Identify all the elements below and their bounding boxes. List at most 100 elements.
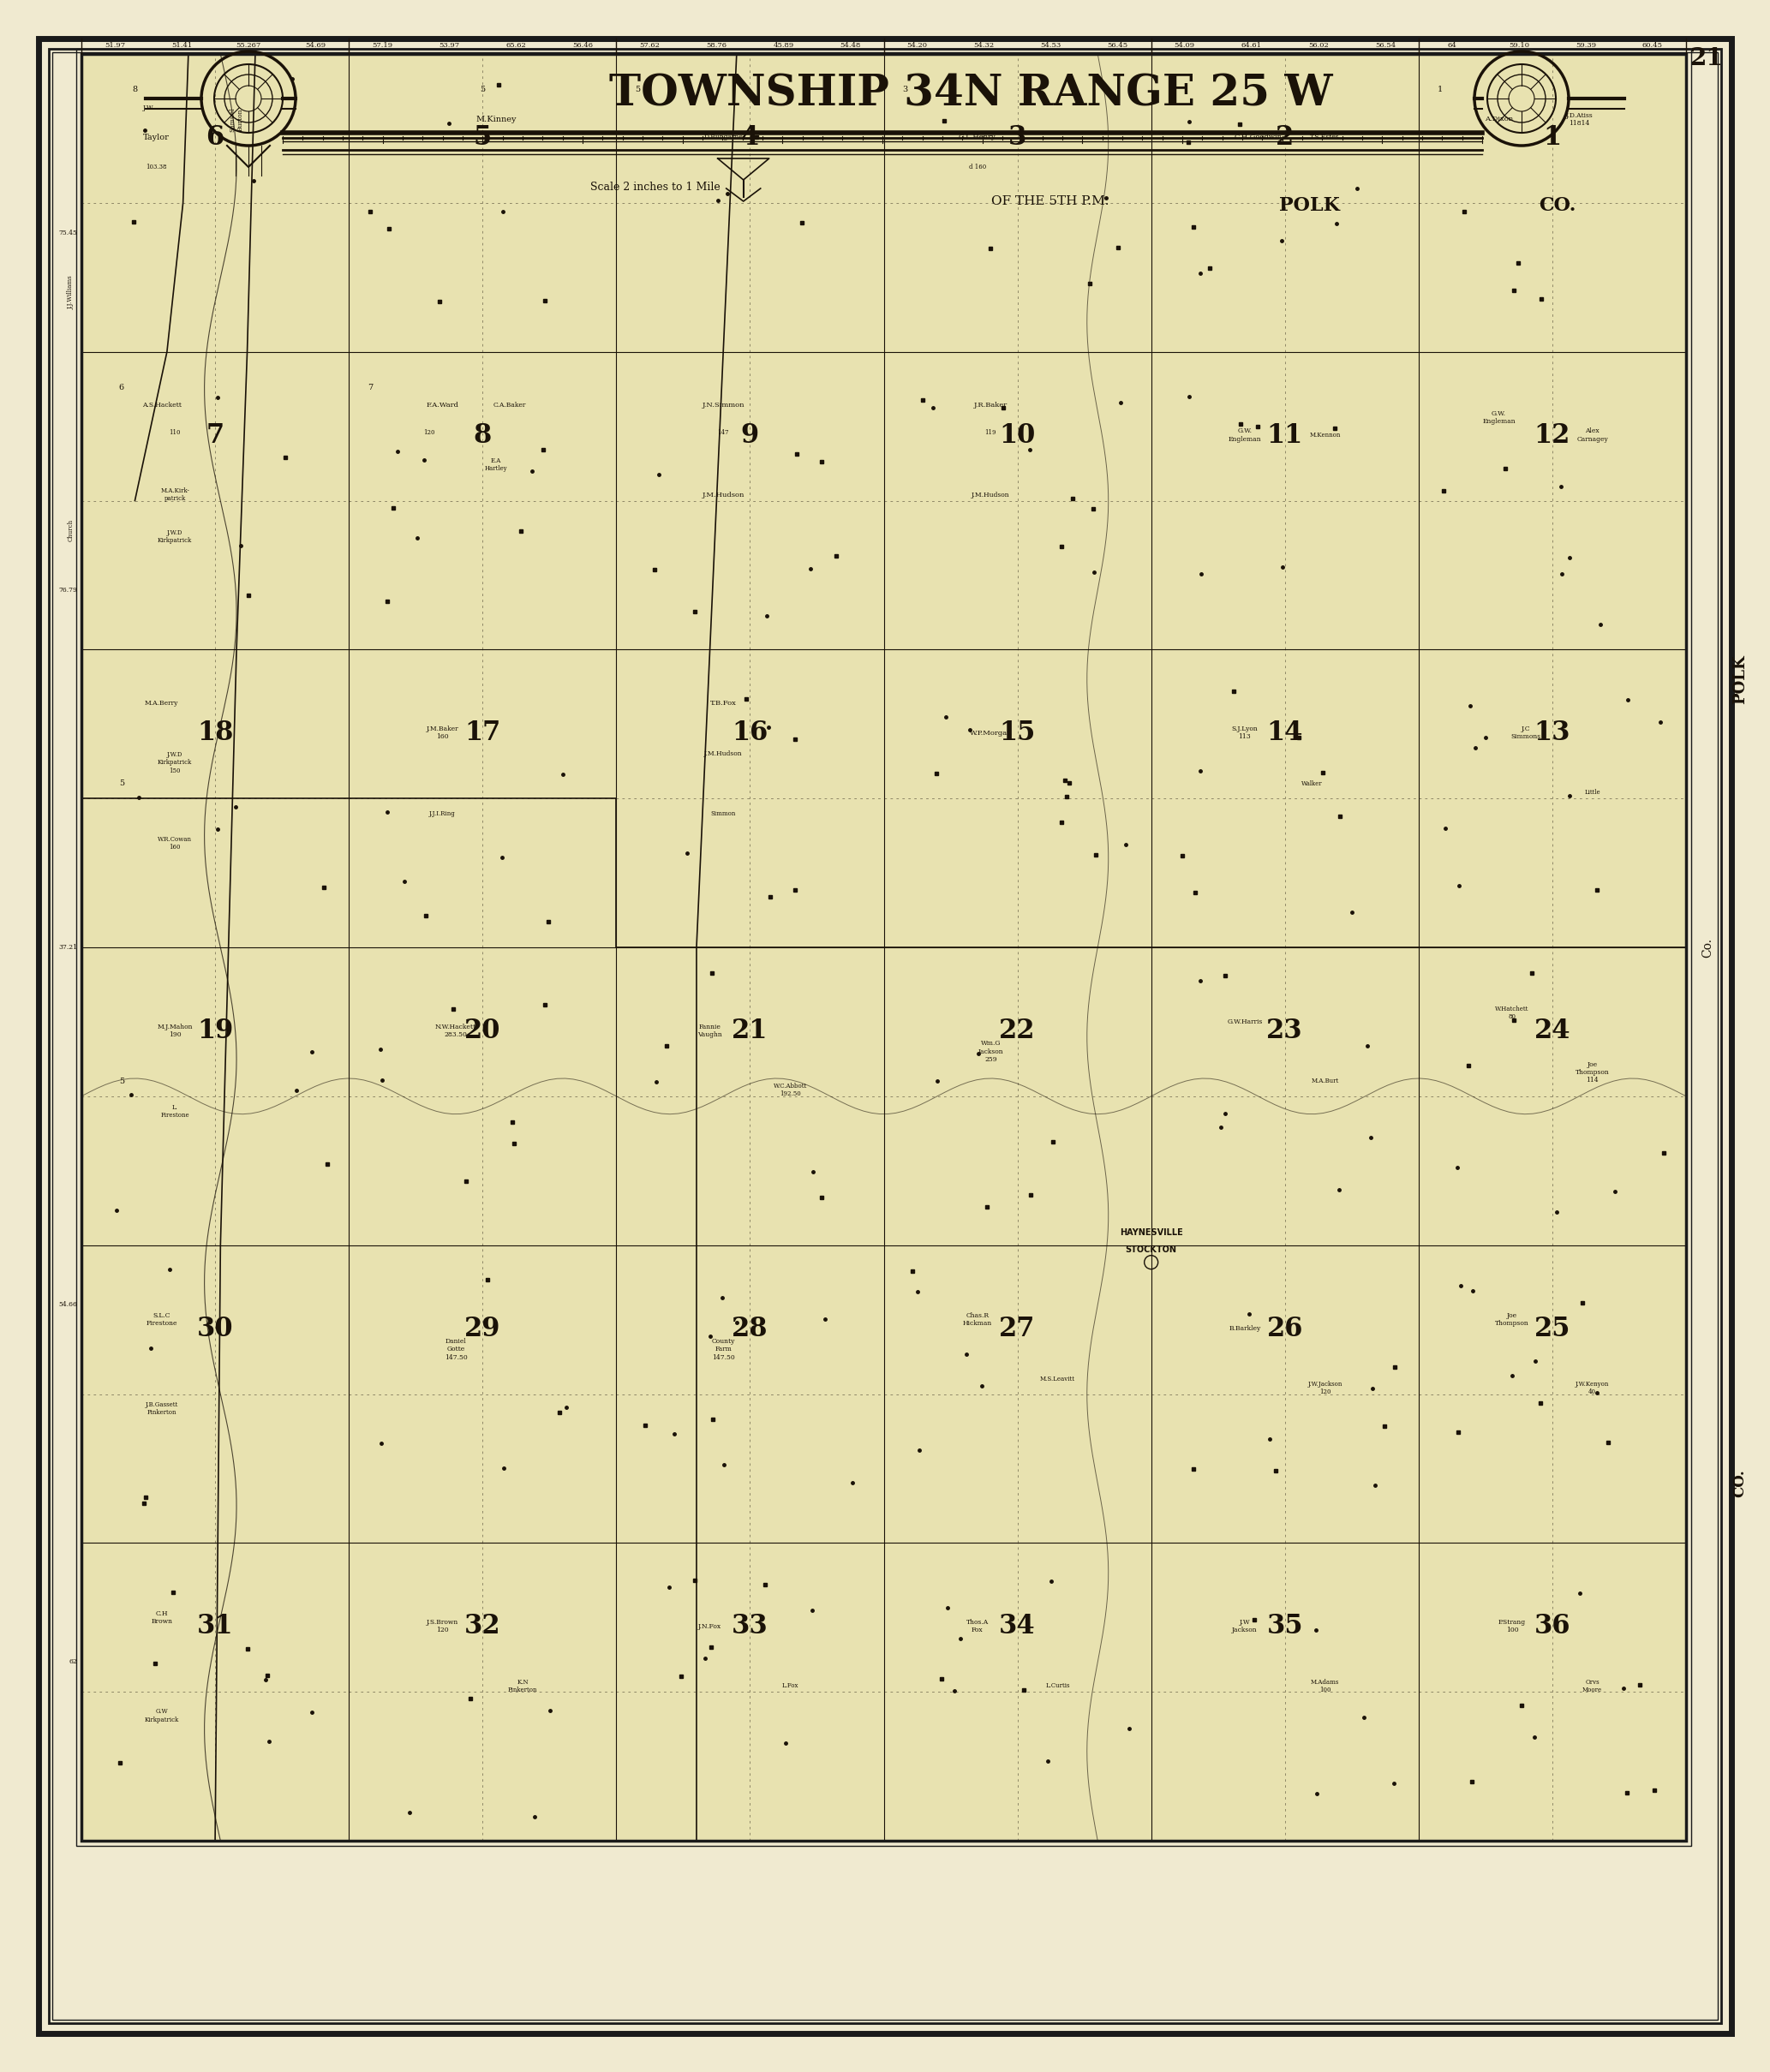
Text: 56.46: 56.46: [572, 41, 593, 50]
Text: 57.62: 57.62: [639, 41, 660, 50]
Text: J.W.Jackson
120: J.W.Jackson 120: [1308, 1380, 1342, 1394]
Text: M.Adams
100: M.Adams 100: [1312, 1678, 1340, 1693]
Text: D.Bungarne: D.Bungarne: [704, 135, 743, 141]
Text: J.W: J.W: [143, 104, 154, 112]
Text: 51.41: 51.41: [172, 41, 193, 50]
Text: 35: 35: [1267, 1612, 1303, 1639]
Bar: [81, 54, 1687, 1840]
Text: 1: 1: [1543, 124, 1561, 151]
Text: N.W.Hackett
283.50: N.W.Hackett 283.50: [435, 1024, 476, 1038]
Text: J.J.Williams: J.J.Williams: [67, 276, 74, 309]
Text: CO.: CO.: [1733, 1469, 1747, 1498]
Text: 14: 14: [1267, 719, 1303, 746]
Text: 37.21: 37.21: [58, 945, 78, 951]
Text: 34: 34: [1000, 1612, 1035, 1639]
Text: 11: 11: [1267, 423, 1303, 448]
Text: 5: 5: [635, 85, 641, 93]
Text: J.N.Simmon: J.N.Simmon: [703, 402, 745, 408]
Text: County
Farm
147.50: County Farm 147.50: [712, 1339, 735, 1361]
Text: Samuel
Burton: Samuel Burton: [228, 108, 244, 133]
Text: 13: 13: [1535, 719, 1570, 746]
Text: C.A.Baker: C.A.Baker: [492, 402, 526, 408]
Text: J.C
Simmons: J.C Simmons: [1510, 725, 1540, 740]
Text: M.Kennon: M.Kennon: [1310, 431, 1340, 439]
Text: 10: 10: [1000, 423, 1035, 448]
Text: 18: 18: [196, 719, 234, 746]
Text: 147: 147: [717, 429, 729, 435]
Text: M.S.Leavitt: M.S.Leavitt: [1041, 1376, 1074, 1382]
Text: 2: 2: [1170, 85, 1175, 93]
Text: B.Barkley: B.Barkley: [1228, 1326, 1260, 1332]
Text: 20: 20: [464, 1017, 501, 1044]
Text: S.L.C
Firestone: S.L.C Firestone: [145, 1312, 177, 1326]
Text: 12: 12: [1535, 423, 1570, 448]
Text: 3: 3: [903, 85, 908, 93]
Text: 5: 5: [119, 779, 124, 787]
Text: Church: Church: [67, 520, 74, 541]
Text: P.Strang
100: P.Strang 100: [1499, 1618, 1526, 1633]
Text: W.Hatchett
80: W.Hatchett 80: [1496, 1005, 1529, 1019]
Text: Chas.R
Hickman: Chas.R Hickman: [963, 1312, 991, 1326]
Text: Daniel
Gotte
147.50: Daniel Gotte 147.50: [444, 1339, 467, 1361]
Text: F.A.Ward: F.A.Ward: [427, 402, 458, 408]
Text: 17: 17: [464, 719, 501, 746]
Text: J.M.Hudson: J.M.Hudson: [972, 491, 1011, 497]
Text: 28: 28: [731, 1316, 768, 1343]
Text: Wm.G
Jackson
259: Wm.G Jackson 259: [979, 1040, 1004, 1063]
Text: W.R.Cowan
160: W.R.Cowan 160: [158, 835, 193, 850]
Text: 75.45: 75.45: [58, 230, 78, 236]
Text: 5: 5: [474, 124, 492, 151]
Text: POLK: POLK: [1733, 655, 1747, 704]
Text: G.L.Henry: G.L.Henry: [959, 135, 997, 141]
Text: 2: 2: [1276, 124, 1294, 151]
Text: Scale 2 inches to 1 Mile: Scale 2 inches to 1 Mile: [589, 180, 720, 193]
Text: 54.66: 54.66: [58, 1301, 78, 1307]
Text: 65.62: 65.62: [506, 41, 526, 50]
Text: 21: 21: [731, 1017, 768, 1044]
Text: 57.19: 57.19: [372, 41, 393, 50]
Text: 54.53: 54.53: [1041, 41, 1062, 50]
Text: 22: 22: [1000, 1017, 1035, 1044]
Text: 56.02: 56.02: [1308, 41, 1329, 50]
Text: 30: 30: [196, 1316, 234, 1343]
Text: 62: 62: [69, 1658, 78, 1666]
Text: CO.: CO.: [1540, 197, 1575, 215]
Text: A.S.Hackett: A.S.Hackett: [142, 402, 181, 408]
Text: W.P.Morgan: W.P.Morgan: [970, 729, 1012, 736]
Text: J.W
Jackson: J.W Jackson: [1232, 1618, 1257, 1633]
Text: d 160: d 160: [968, 164, 986, 170]
Text: Taylor: Taylor: [143, 133, 170, 141]
Text: 59.10: 59.10: [1508, 41, 1529, 50]
Text: 64: 64: [1448, 41, 1457, 50]
Text: Thos.A
Fox: Thos.A Fox: [966, 1618, 989, 1633]
Text: J.M.Hudson: J.M.Hudson: [704, 750, 742, 756]
Text: S.J.Lyon
113: S.J.Lyon 113: [1232, 725, 1258, 740]
Text: 36: 36: [1535, 1612, 1570, 1639]
Text: 25: 25: [1535, 1316, 1570, 1343]
Text: G.W.Harris: G.W.Harris: [1227, 1017, 1262, 1026]
Text: 8: 8: [133, 85, 138, 93]
Text: 53.97: 53.97: [439, 41, 460, 50]
Text: J.N.Fox: J.N.Fox: [697, 1622, 722, 1631]
Text: Orvs
Moore: Orvs Moore: [1582, 1678, 1602, 1693]
Text: 119: 119: [984, 429, 997, 435]
Text: T.B.Fox: T.B.Fox: [710, 700, 736, 707]
Text: 60.45: 60.45: [1643, 41, 1662, 50]
Text: OF THE 5TH P.M.: OF THE 5TH P.M.: [991, 195, 1110, 207]
Text: J.S.Brown
120: J.S.Brown 120: [427, 1618, 458, 1633]
Bar: [81, 54, 1687, 1840]
Text: Joe
Thompson
114: Joe Thompson 114: [1575, 1061, 1609, 1084]
Text: 6: 6: [119, 383, 124, 392]
Text: E.A
Hartley: E.A Hartley: [485, 458, 508, 472]
Text: C.H
Brown: C.H Brown: [150, 1610, 172, 1624]
Text: G.W.
Engleman: G.W. Engleman: [1228, 427, 1262, 443]
Text: 56.45: 56.45: [1108, 41, 1127, 50]
Text: G.W.
Engleman: G.W. Engleman: [1481, 410, 1515, 425]
Text: 54.20: 54.20: [906, 41, 927, 50]
Text: M.A.Kirk-
patrick: M.A.Kirk- patrick: [161, 487, 189, 501]
Text: M.Kinney: M.Kinney: [476, 116, 517, 124]
Text: J.W.D
Kirkpatrick
150: J.W.D Kirkpatrick 150: [158, 752, 193, 775]
Text: Fannie
Vaughn: Fannie Vaughn: [697, 1024, 722, 1038]
Text: 76.79: 76.79: [58, 586, 78, 593]
Text: Walker: Walker: [1301, 781, 1322, 787]
